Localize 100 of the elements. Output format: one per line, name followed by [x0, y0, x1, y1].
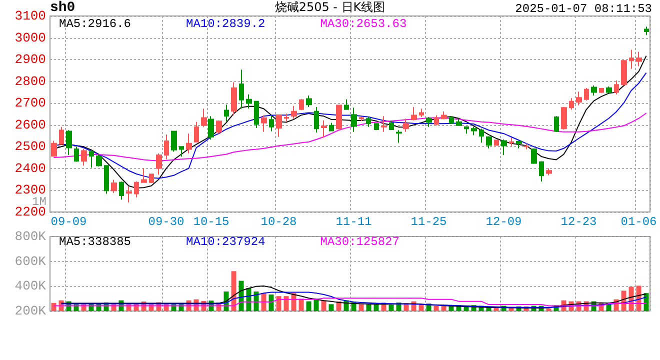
- candlestick: [554, 116, 559, 132]
- candlestick: [164, 134, 169, 160]
- candlestick: [471, 126, 477, 136]
- candlestick: [141, 168, 147, 183]
- chart-title: 烧碱2505 - 日K线图: [274, 0, 386, 14]
- candlestick: [254, 100, 259, 128]
- candlestick: [449, 116, 454, 124]
- x-tick-label: 09-09: [50, 215, 87, 229]
- candlestick: [531, 148, 537, 164]
- candlestick: [584, 87, 589, 101]
- candlestick: [366, 116, 371, 128]
- candlestick: [434, 114, 439, 126]
- x-tick-label: 10-15: [193, 215, 230, 229]
- candlestick: [96, 154, 102, 167]
- x-tick-label: 12-23: [560, 215, 597, 229]
- y-tick-label: 2400: [14, 160, 46, 176]
- candlestick: [284, 113, 289, 122]
- candlestick: [336, 104, 342, 130]
- candlestick: [149, 174, 154, 184]
- x-tick-label: 11-11: [336, 215, 372, 229]
- y-tick-label: 2800: [14, 74, 46, 89]
- line-series: [60, 286, 647, 309]
- line-series: [53, 112, 647, 162]
- x-tick-label: 11-25: [410, 215, 447, 229]
- candlestick: [314, 106, 319, 134]
- candlestick: [359, 116, 364, 122]
- candlestick: [81, 148, 87, 166]
- candlestick: [614, 80, 619, 95]
- candlestick: [119, 181, 124, 200]
- x-tick-label: 10-28: [260, 215, 297, 229]
- candlestick: [374, 123, 379, 131]
- candlestick: [576, 91, 582, 106]
- text: MA30:2653.63: [320, 17, 407, 31]
- candlestick: [636, 51, 642, 67]
- y-tick-label: 2900: [14, 52, 46, 68]
- candlestick: [509, 137, 514, 146]
- candlestick: [156, 152, 162, 176]
- candlestick: [561, 106, 567, 130]
- y-tick-label: 600K: [14, 254, 46, 269]
- candlestick: [51, 140, 57, 158]
- text: MA5:2916.6: [59, 17, 132, 31]
- text: MA5:338385: [59, 235, 132, 249]
- y-tick-label: 200K: [14, 304, 46, 318]
- candlestick: [539, 160, 544, 182]
- candlestick: [569, 98, 574, 110]
- text: 2025-01-07 08:11:53: [515, 2, 652, 16]
- candlestick: [606, 86, 612, 94]
- candlestick: [299, 98, 304, 111]
- candlestick: [396, 130, 402, 144]
- candlestick: [89, 150, 94, 168]
- candlestick: [464, 126, 469, 134]
- candlestick: [351, 107, 357, 132]
- candlestick: [74, 146, 79, 162]
- text: MA30:125827: [320, 235, 400, 249]
- candlestick: [516, 140, 522, 149]
- candlestick: [201, 108, 207, 128]
- candlestick: [629, 49, 634, 70]
- candlestick: [269, 114, 274, 132]
- candlestick: [644, 26, 649, 36]
- text: sh0: [50, 0, 76, 16]
- candlestick: [501, 138, 507, 156]
- candlestick: [111, 179, 117, 194]
- candlestick: [134, 181, 139, 198]
- candlestick: [291, 105, 297, 120]
- candlestick: [524, 142, 529, 150]
- candlestick: [329, 122, 334, 132]
- candlestick: [599, 87, 604, 94]
- candlestick: [104, 165, 109, 194]
- candlestick: [171, 130, 177, 152]
- y-tick-label: 3100: [14, 8, 46, 24]
- candlestick: [246, 94, 252, 110]
- y-tick-label: 2200: [14, 204, 46, 220]
- candlestick: [179, 146, 184, 158]
- candlestick: [494, 140, 499, 146]
- x-tick-label: 09-30: [148, 215, 184, 229]
- candlestick: [389, 120, 394, 130]
- candlestick: [59, 126, 64, 145]
- candlestick: [441, 110, 447, 120]
- text: MA10:237924: [186, 235, 266, 249]
- candlestick: [321, 120, 327, 138]
- y-tick-label: 400K: [14, 278, 46, 294]
- candlestick: [591, 84, 597, 96]
- candlestick: [239, 69, 244, 110]
- candlestick: [546, 168, 552, 176]
- candlestick: [486, 136, 492, 149]
- candlestick: [411, 106, 417, 121]
- candlestick: [419, 108, 424, 118]
- candlestick: [621, 59, 627, 86]
- y-tick-label: 3000: [14, 30, 46, 46]
- candlestick: [216, 120, 222, 134]
- candlestick: [344, 98, 349, 110]
- candlestick: [208, 116, 214, 140]
- y-tick-label: 2500: [14, 139, 46, 154]
- candlestick: [261, 114, 267, 132]
- candlestick: [194, 121, 199, 142]
- text: MA10:2839.2: [186, 17, 266, 31]
- candlestick: [479, 128, 484, 144]
- candlestick: [276, 114, 282, 138]
- line-series: [53, 298, 647, 306]
- candlestick: [186, 133, 192, 154]
